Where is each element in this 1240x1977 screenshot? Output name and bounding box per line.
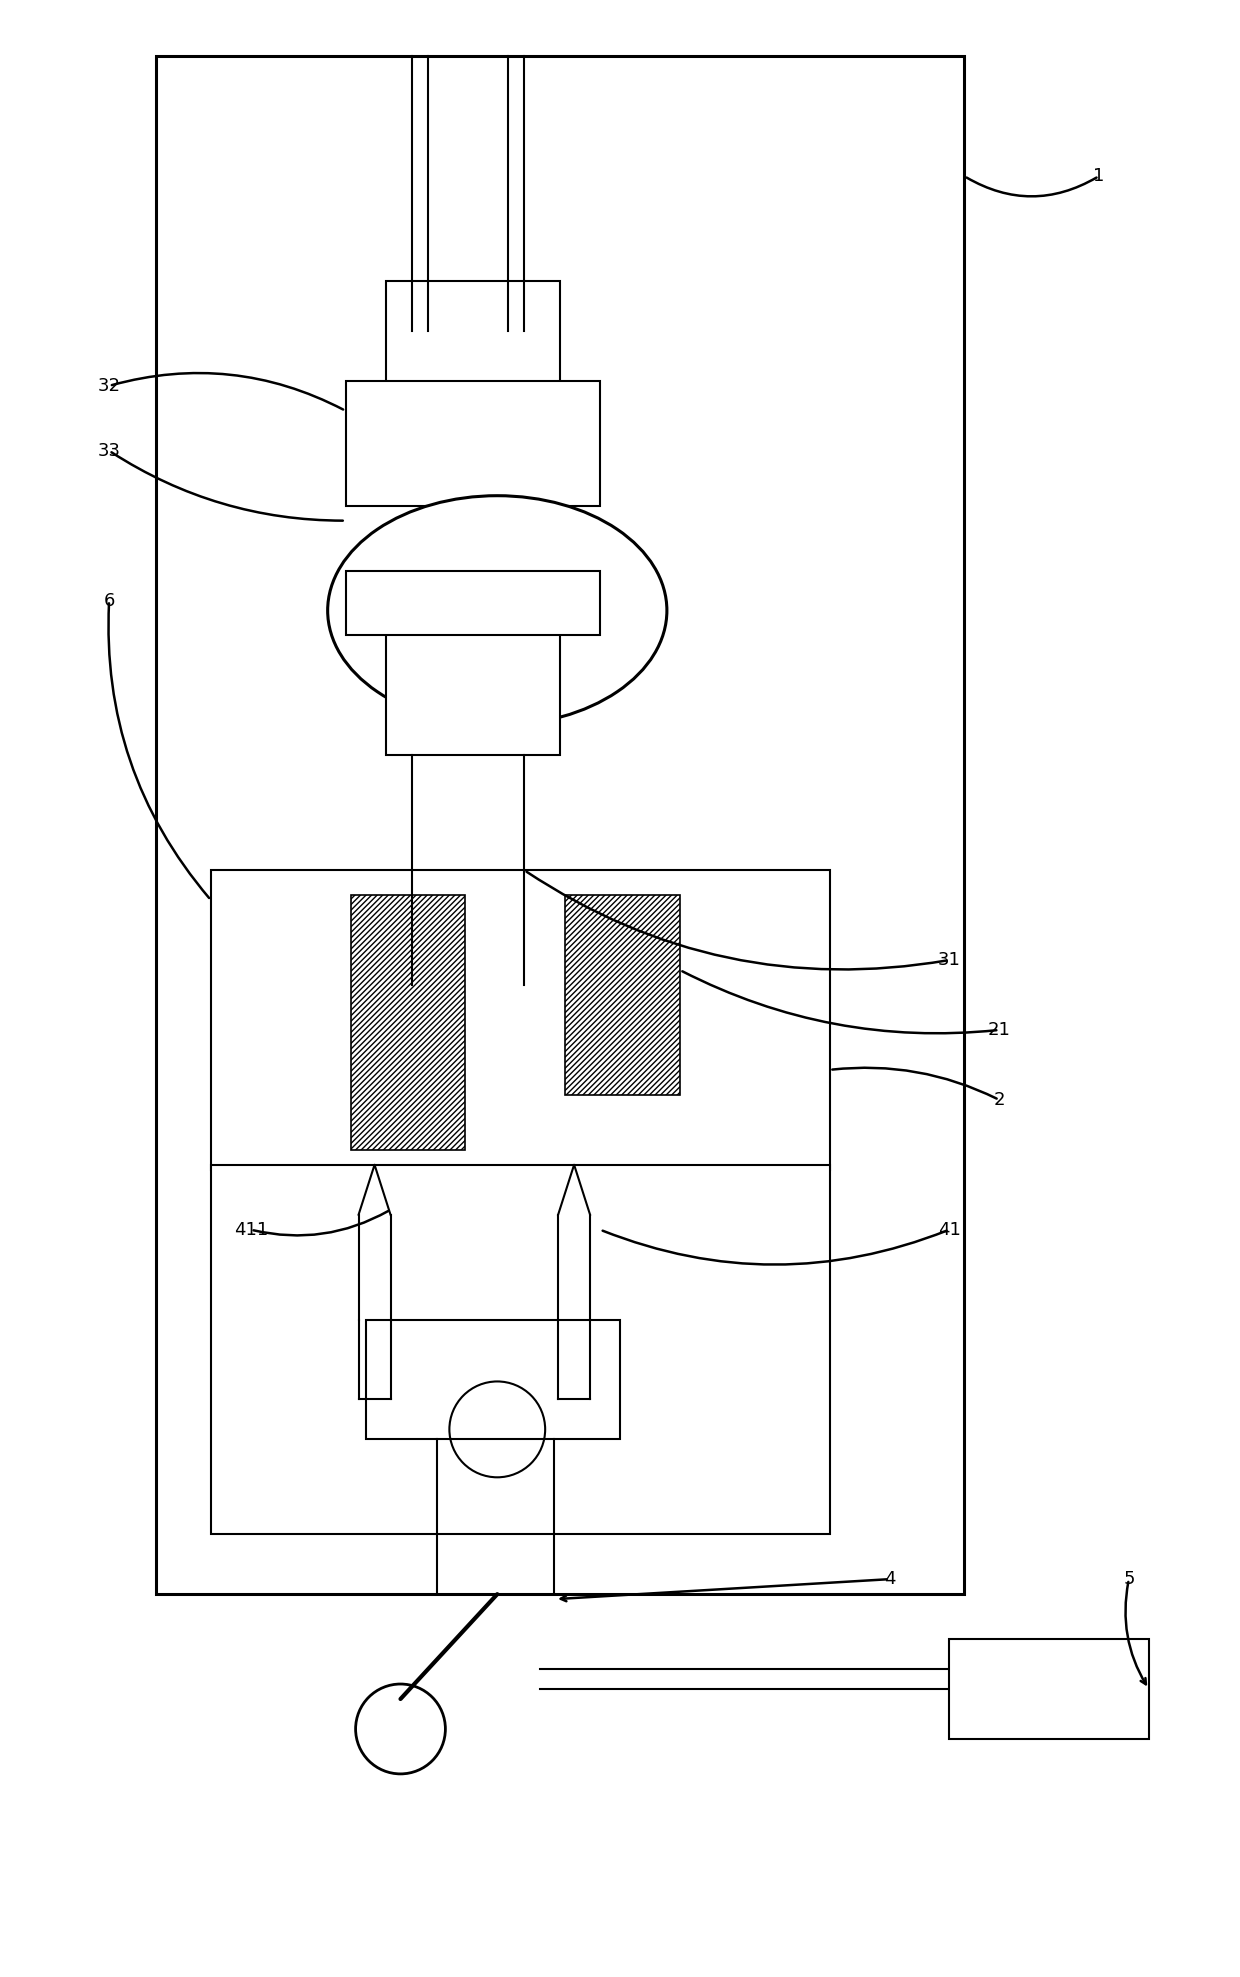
- Text: 1: 1: [1094, 168, 1105, 186]
- Bar: [346, 571, 600, 635]
- Text: 41: 41: [937, 1220, 961, 1240]
- Bar: [366, 1319, 620, 1439]
- Text: 6: 6: [103, 591, 115, 609]
- Bar: [211, 870, 830, 1170]
- Text: 32: 32: [98, 378, 120, 395]
- Bar: [950, 1639, 1148, 1740]
- Text: 21: 21: [988, 1020, 1011, 1040]
- Bar: [386, 281, 560, 467]
- Text: 5: 5: [1123, 1570, 1135, 1588]
- Ellipse shape: [327, 496, 667, 726]
- Text: 4: 4: [884, 1570, 895, 1588]
- Text: 33: 33: [98, 441, 120, 461]
- Bar: [211, 1164, 830, 1534]
- Bar: [351, 896, 465, 1151]
- Bar: [156, 55, 965, 1593]
- Bar: [386, 631, 560, 755]
- Text: 2: 2: [993, 1091, 1004, 1109]
- Text: 31: 31: [937, 951, 961, 969]
- Bar: [565, 896, 680, 1095]
- Text: 411: 411: [233, 1220, 268, 1240]
- Bar: [346, 382, 600, 506]
